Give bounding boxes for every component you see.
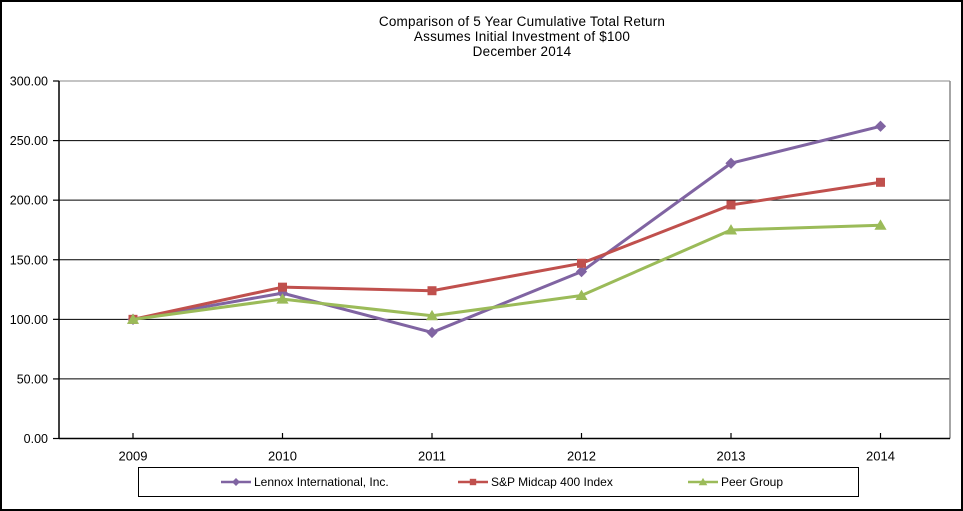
peer-group-line-marker-icon <box>688 476 718 488</box>
y-tick-label: 50.00 <box>17 372 48 386</box>
y-tick-label: 300.00 <box>10 75 48 89</box>
y-tick-label: 200.00 <box>10 194 48 208</box>
square-marker <box>278 282 287 292</box>
series-line-0 <box>131 124 882 334</box>
legend-label: Lennox International, Inc. <box>254 475 389 489</box>
chart-subtitle-date: December 2014 <box>472 44 572 59</box>
chart-subtitle: Assumes Initial Investment of $100 <box>413 29 631 44</box>
triangle-marker <box>126 313 140 324</box>
triangle-marker <box>425 309 439 321</box>
triangle-marker <box>874 219 887 230</box>
legend-item-peer-group: Peer Group <box>688 468 783 496</box>
y-tick-label: 100.00 <box>10 313 48 327</box>
square-marker <box>469 478 477 486</box>
diamond-marker <box>232 478 240 486</box>
triangle-marker <box>575 289 588 300</box>
sp-midcap-line-marker-icon <box>458 476 488 488</box>
triangle-marker <box>724 224 738 235</box>
diamond-marker <box>725 157 737 169</box>
x-tick-label: 2009 <box>119 449 148 464</box>
y-tick-label: 150.00 <box>10 253 48 267</box>
diamond-marker <box>575 266 588 278</box>
diamond-marker <box>426 326 438 339</box>
legend-item-sp-midcap-400: S&P Midcap 400 Index <box>458 468 613 496</box>
legend-label: Peer Group <box>721 475 784 489</box>
y-tick-label: 0.00 <box>24 432 48 446</box>
diamond-marker <box>874 120 887 132</box>
chart-title-block: Comparison of 5 Year Cumulative Total Re… <box>79 14 961 59</box>
x-tick-label: 2011 <box>418 449 446 464</box>
lennox-line-marker-icon <box>221 476 251 488</box>
series-line-2 <box>131 223 882 321</box>
square-marker <box>427 286 437 296</box>
square-marker <box>577 258 586 268</box>
x-tick-label: 2010 <box>268 449 297 464</box>
y-tick-label: 250.00 <box>10 134 48 148</box>
legend-item-lennox-international: Lennox International, Inc. <box>221 468 389 496</box>
triangle-marker <box>698 477 708 486</box>
triangle-marker <box>276 293 289 304</box>
square-marker <box>876 177 885 187</box>
x-tick-label: 2013 <box>717 449 746 464</box>
series-line-1 <box>131 180 882 321</box>
legend-label: S&P Midcap 400 Index <box>491 475 613 489</box>
legend: Lennox International, Inc. S&P Midcap 40… <box>138 467 859 497</box>
x-tick-label: 2014 <box>866 449 895 464</box>
chart-title: Comparison of 5 Year Cumulative Total Re… <box>378 14 666 29</box>
square-marker <box>726 200 736 210</box>
x-tick-label: 2012 <box>567 449 596 464</box>
